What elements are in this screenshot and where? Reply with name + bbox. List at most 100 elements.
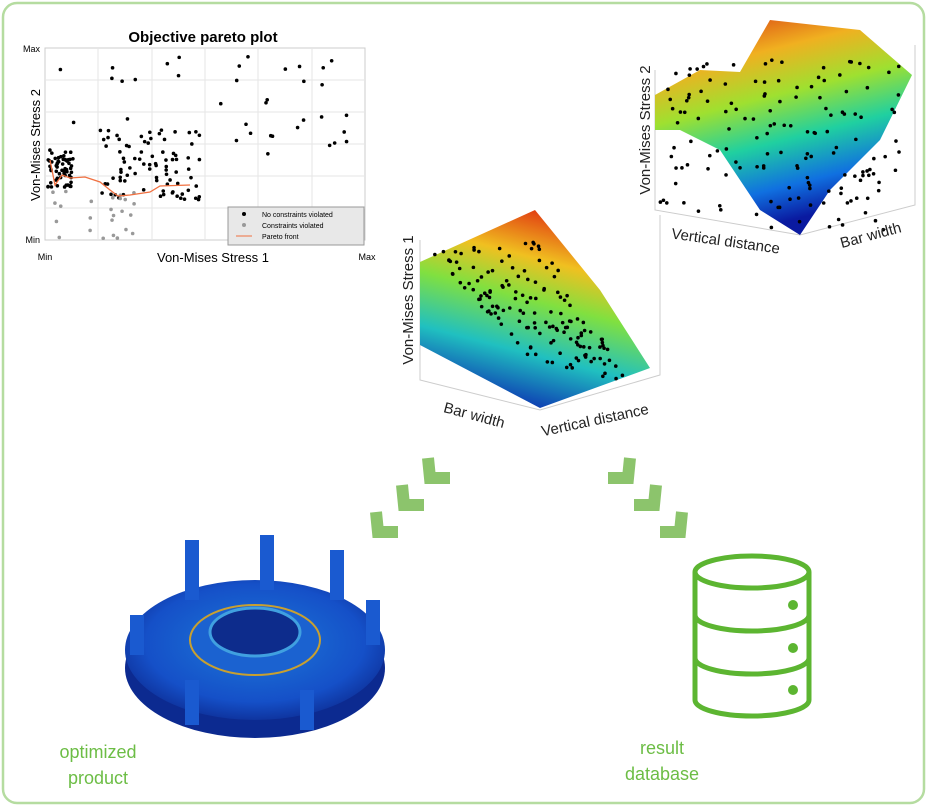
scatter-dot (62, 154, 66, 158)
scatter-dot (682, 201, 686, 205)
scatter-dot (158, 132, 162, 136)
scatter-dot (302, 118, 306, 122)
scatter-dot (570, 366, 574, 370)
scatter-dot (517, 275, 521, 279)
scatter-dot (559, 312, 563, 316)
scatter-dot (724, 173, 728, 177)
plot-title: Objective pareto plot (128, 29, 277, 46)
scatter-dot (568, 304, 572, 308)
scatter-dot (491, 304, 495, 308)
scatter-dot (530, 247, 534, 251)
scatter-dot (795, 86, 799, 90)
scatter-dot (582, 321, 586, 325)
scatter-dot (614, 377, 618, 381)
scatter-dot (161, 189, 165, 193)
scatter-dot (511, 266, 515, 270)
scatter-dot (55, 169, 59, 173)
y-axis-label: Von-Mises Stress 2 (28, 89, 43, 201)
scatter-dot (824, 107, 828, 111)
scatter-dot (674, 182, 678, 186)
scatter-dot (480, 275, 484, 279)
scatter-dot (849, 199, 853, 203)
scatter-dot (754, 80, 758, 84)
scatter-dot (174, 154, 178, 158)
scatter-dot (161, 150, 165, 154)
scatter-dot (109, 208, 113, 212)
scatter-dot (592, 357, 596, 361)
scatter-dot (542, 287, 546, 291)
scatter-dot (601, 375, 605, 379)
scatter-dot (171, 190, 175, 194)
scatter-dot (458, 267, 462, 271)
scatter-dot (133, 172, 137, 176)
scatter-dot (48, 148, 52, 152)
scatter-dot (582, 345, 586, 349)
scatter-dot (501, 285, 505, 289)
scatter-dot (689, 140, 693, 144)
scatter-dot (480, 305, 484, 309)
scatter-dot (53, 201, 57, 205)
scatter-dot (752, 117, 756, 121)
scatter-dot (459, 281, 463, 285)
scatter-dot (883, 155, 887, 159)
scatter-dot (725, 147, 729, 151)
scatter-dot (320, 115, 324, 119)
scatter-dot (118, 175, 122, 179)
scatter-dot (576, 336, 580, 340)
scatter-dot (841, 223, 845, 227)
scatter-dot (486, 310, 490, 314)
scatter-dot (68, 158, 72, 162)
scatter-dot (841, 110, 845, 114)
scatter-dot (614, 364, 618, 368)
scatter-dot (890, 108, 894, 112)
scatter-dot (342, 130, 346, 134)
scatter-dot (553, 275, 557, 279)
scatter-dot (126, 117, 130, 121)
scatter-dot (897, 150, 901, 154)
scatter-dot (175, 194, 179, 198)
scatter-dot (451, 272, 455, 276)
scatter-dot (160, 128, 164, 132)
scatter-dot (164, 168, 168, 172)
scatter-dot (797, 196, 801, 200)
scatter-dot (867, 66, 871, 70)
x-tick-label: Min (38, 252, 53, 262)
scatter-dot (887, 71, 891, 75)
scatter-dot (806, 176, 810, 180)
scatter-dot (510, 332, 514, 336)
y-tick-label: Min (25, 235, 40, 245)
scatter-dot (556, 291, 560, 295)
scatter-dot (102, 138, 106, 142)
x-tick-label: Max (358, 252, 376, 262)
scatter-dot (730, 101, 734, 105)
scatter-dot (476, 279, 480, 283)
scatter-dot (70, 170, 74, 174)
scatter-dot (706, 167, 710, 171)
scatter-dot (545, 266, 549, 270)
scatter-dot (463, 286, 467, 290)
scatter-dot (556, 269, 560, 273)
scatter-dot (555, 327, 559, 331)
scatter-dot (508, 306, 512, 310)
scatter-dot (505, 279, 509, 283)
scatter-dot (828, 225, 832, 229)
scatter-dot (244, 122, 248, 126)
scatter-dot (106, 136, 110, 140)
scatter-dot (63, 185, 67, 189)
scatter-dot (514, 290, 518, 294)
scatter-dot (598, 345, 602, 349)
scatter-dot (54, 164, 58, 168)
scatter-dot (119, 170, 123, 174)
scatter-dot (125, 173, 129, 177)
scatter-dot (718, 204, 722, 208)
scatter-dot (812, 131, 816, 135)
scatter-dot (569, 320, 573, 324)
scatter-dot (770, 226, 774, 230)
scatter-dot (893, 111, 897, 115)
scatter-dot (488, 289, 492, 293)
scatter-dot (491, 269, 495, 273)
scatter-dot (131, 232, 135, 236)
scatter-dot (64, 190, 68, 194)
scatter-dot (716, 149, 720, 153)
scatter-dot (120, 79, 124, 83)
